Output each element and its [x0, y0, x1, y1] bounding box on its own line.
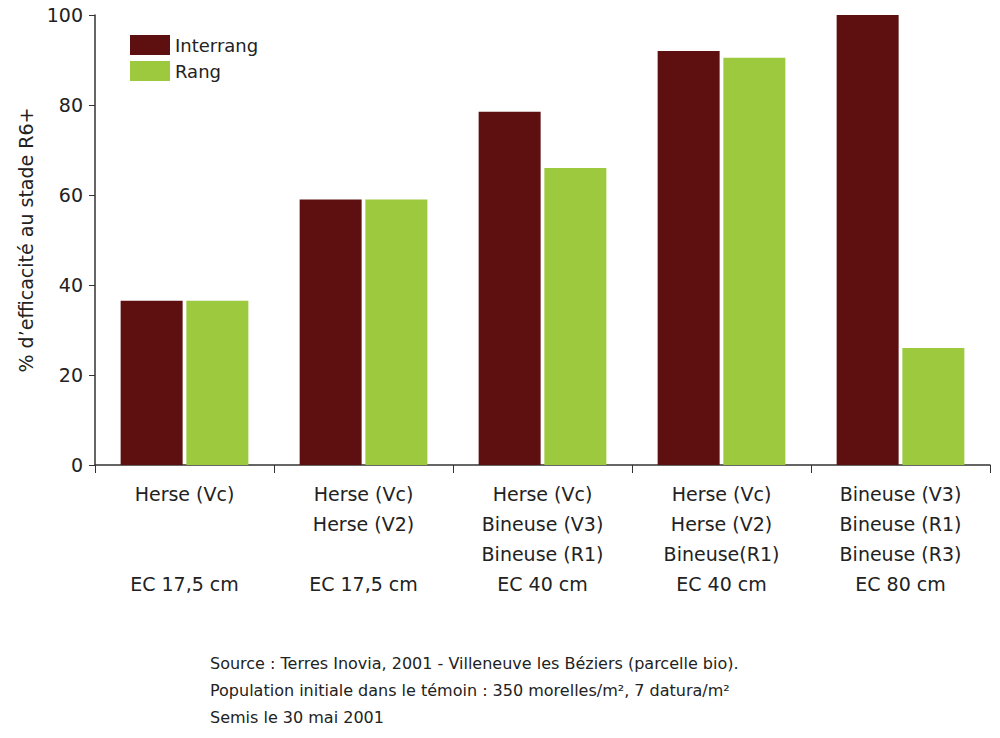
svg-text:Bineuse (V3): Bineuse (V3): [482, 513, 604, 535]
svg-text:Herse (V2): Herse (V2): [671, 513, 772, 535]
svg-text:80: 80: [59, 94, 83, 116]
svg-text:EC 40 cm: EC 40 cm: [676, 573, 766, 595]
svg-text:20: 20: [59, 364, 83, 386]
svg-text:Herse (Vc): Herse (Vc): [672, 483, 772, 505]
svg-text:EC 80 cm: EC 80 cm: [855, 573, 945, 595]
svg-text:% d’efficacité au stade R6+: % d’efficacité au stade R6+: [15, 108, 37, 373]
svg-text:Bineuse (R3): Bineuse (R3): [840, 543, 962, 565]
svg-text:Herse (Vc): Herse (Vc): [135, 483, 235, 505]
svg-text:EC 17,5 cm: EC 17,5 cm: [130, 573, 239, 595]
svg-text:0: 0: [71, 454, 83, 476]
svg-text:Herse (Vc): Herse (Vc): [493, 483, 593, 505]
svg-text:Rang: Rang: [175, 61, 221, 82]
svg-text:60: 60: [59, 184, 83, 206]
svg-text:EC 17,5 cm: EC 17,5 cm: [309, 573, 418, 595]
svg-text:Bineuse (R1): Bineuse (R1): [840, 513, 962, 535]
svg-text:Bineuse (V3): Bineuse (V3): [840, 483, 962, 505]
svg-text:40: 40: [59, 274, 83, 296]
svg-text:100: 100: [47, 4, 83, 26]
svg-text:Population initiale dans le té: Population initiale dans le témoin : 350…: [210, 681, 730, 700]
svg-text:Interrang: Interrang: [175, 35, 258, 56]
svg-text:Source : Terres Inovia, 2001 -: Source : Terres Inovia, 2001 - Villeneuv…: [210, 654, 739, 673]
svg-text:Bineuse(R1): Bineuse(R1): [664, 543, 780, 565]
svg-text:Semis le 30 mai 2001: Semis le 30 mai 2001: [210, 708, 384, 727]
svg-text:Herse (Vc): Herse (Vc): [314, 483, 414, 505]
svg-text:EC 40 cm: EC 40 cm: [497, 573, 587, 595]
svg-text:Bineuse (R1): Bineuse (R1): [482, 543, 604, 565]
svg-text:Herse (V2): Herse (V2): [313, 513, 414, 535]
